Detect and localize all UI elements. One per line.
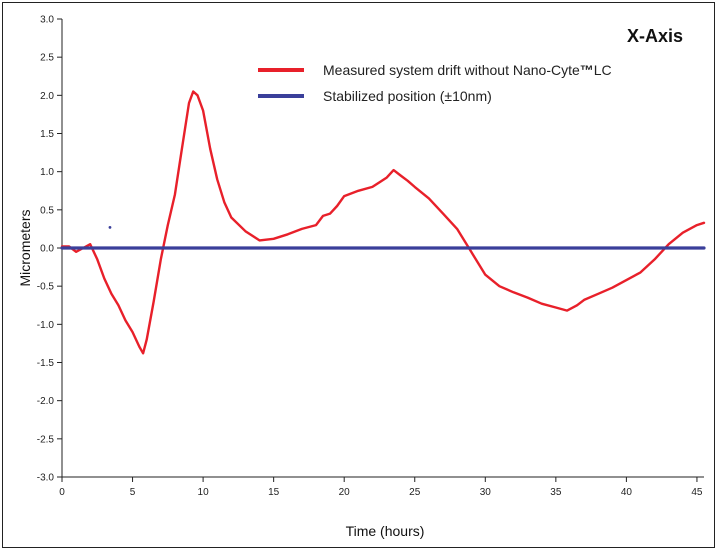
x-tick-label: 45	[691, 487, 703, 498]
y-tick-label: -2.0	[37, 396, 55, 407]
plot-area	[60, 90, 706, 355]
x-tick-label: 0	[59, 487, 65, 498]
legend-label-main: Measured system drift without Nano-Cyte	[323, 62, 580, 78]
y-tick-label: 2.5	[40, 53, 54, 64]
x-tick-label: 30	[480, 487, 492, 498]
series-line-measured-drift	[60, 90, 706, 355]
chart-title: X-Axis	[627, 26, 683, 46]
y-tick-label: 1.0	[40, 167, 54, 178]
y-tick-label: -2.5	[37, 434, 55, 445]
x-axis-title: Time (hours)	[346, 523, 425, 539]
legend: Measured system drift without Nano-Cyte™…	[258, 62, 612, 104]
y-tick-label: -3.0	[37, 473, 55, 484]
y-tick-label: -0.5	[37, 282, 55, 293]
legend-label-tail: LC	[594, 62, 612, 78]
x-tick-label: 15	[268, 487, 280, 498]
y-tick-label: 0.0	[40, 244, 54, 255]
legend-label: Stabilized position (±10nm)	[323, 88, 492, 104]
x-tick-label: 25	[409, 487, 421, 498]
y-tick-label: -1.5	[37, 358, 55, 369]
x-tick-label: 10	[198, 487, 210, 498]
y-tick-label: 0.5	[40, 205, 54, 216]
y-tick-label: 3.0	[40, 15, 54, 26]
legend-label-main: Stabilized position (±10nm)	[323, 88, 492, 104]
legend-label-trademark: ™	[580, 62, 594, 78]
y-tick-label: 2.0	[40, 91, 54, 102]
y-tick-label: -1.0	[37, 320, 55, 331]
y-tick-label: 1.5	[40, 129, 54, 140]
y-axis-title: Micrometers	[17, 209, 33, 286]
legend-label: Measured system drift without Nano-Cyte™…	[323, 62, 612, 78]
axes: 3.0 2.5 2.0 1.5 1.0 0.5 0.0 -0.5 -1.0 -1.5 -2.0 -2.…	[37, 15, 704, 498]
x-tick-label: 5	[130, 487, 136, 498]
x-tick-label: 35	[550, 487, 562, 498]
outlier-point	[108, 225, 112, 229]
x-tick-label: 20	[339, 487, 351, 498]
x-tick-label: 40	[621, 487, 633, 498]
